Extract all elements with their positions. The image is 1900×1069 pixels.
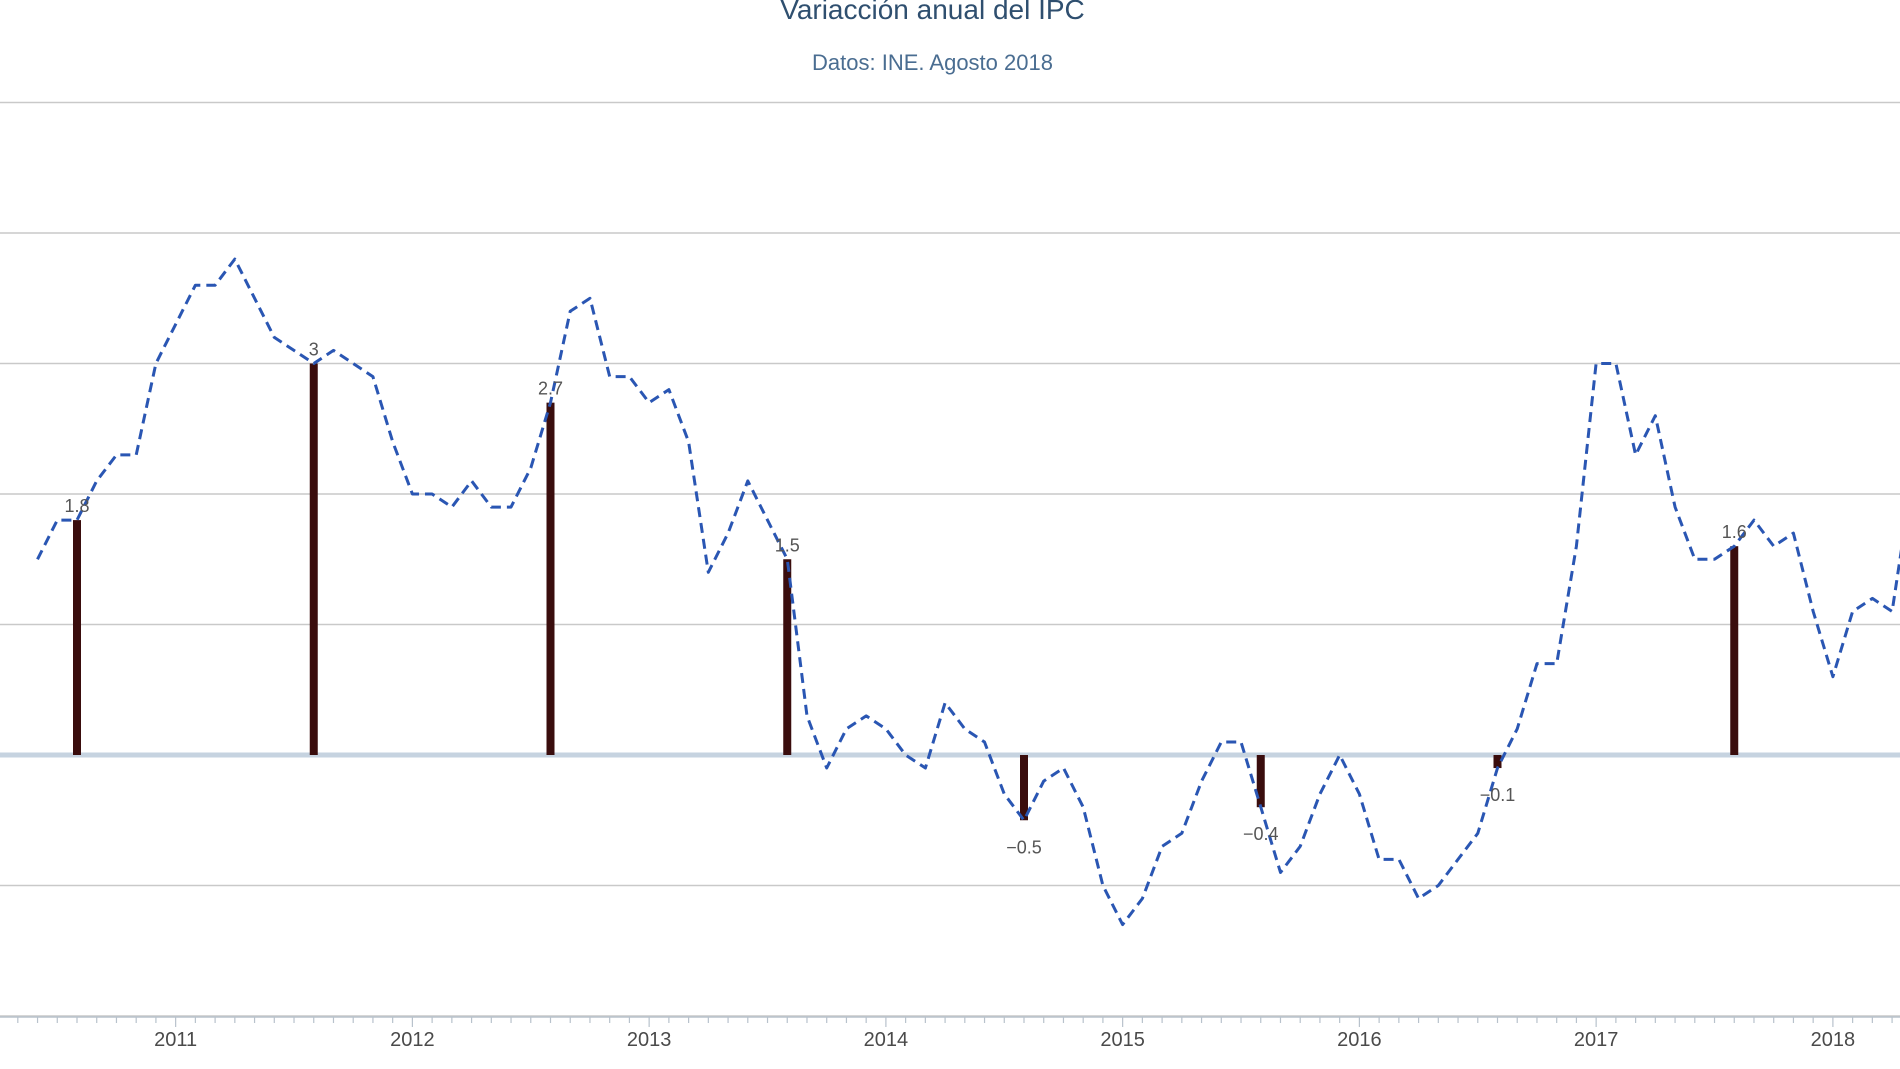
x-tick-label: 2012 (390, 1029, 435, 1051)
bar (546, 402, 555, 755)
grid-layer (0, 101, 1900, 1017)
chart-title: Variacción anual del IPC (780, 0, 1085, 25)
x-tick-label: 2016 (1337, 1029, 1382, 1051)
bar-series (73, 363, 1739, 821)
x-tick-label: 2015 (1100, 1029, 1145, 1051)
bar (783, 559, 792, 755)
x-tick-label: 2011 (154, 1029, 197, 1051)
x-tick-label: 2014 (864, 1029, 909, 1051)
bar (1493, 755, 1502, 769)
data-label: −0.5 (1006, 837, 1042, 857)
bar (1020, 755, 1028, 821)
bar (1730, 546, 1739, 755)
data-label: 1.8 (64, 496, 89, 516)
x-tick-label: 2018 (1811, 1029, 1856, 1051)
data-labels: 1.832.71.5−0.5−0.4−0.11.62.2 (64, 340, 1747, 858)
line-series (36, 257, 1900, 927)
data-label: 1.5 (775, 535, 800, 555)
data-label: 3 (309, 340, 319, 360)
bar (309, 363, 318, 755)
chart-subtitle: Datos: INE. Agosto 2018 (812, 50, 1053, 75)
data-label: −0.1 (1480, 785, 1516, 805)
x-tick-label: 2013 (627, 1029, 672, 1051)
series-line (36, 257, 1900, 927)
data-label: −0.4 (1243, 824, 1279, 844)
x-axis: 2011 2012 2013 2014 2015 2016 2017 2018 (0, 1016, 1900, 1051)
data-label: 1.6 (1722, 522, 1747, 542)
bar (73, 520, 81, 755)
data-label: 2.7 (538, 379, 563, 399)
bar (1256, 755, 1265, 808)
x-tick-label: 2017 (1574, 1029, 1619, 1051)
